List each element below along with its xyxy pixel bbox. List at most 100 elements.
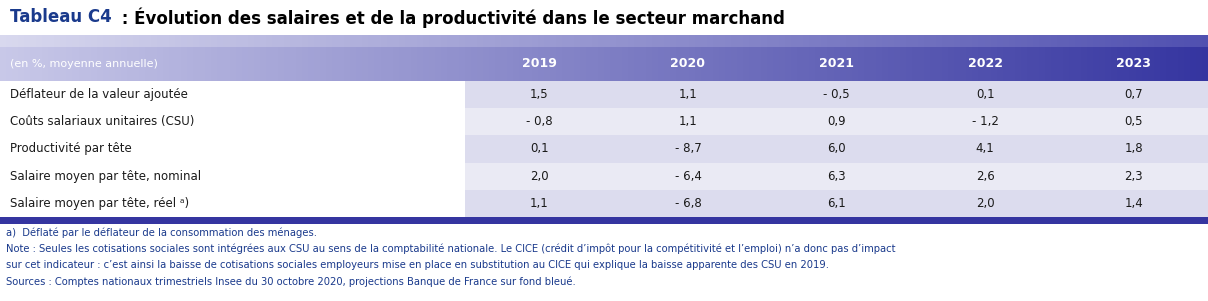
Bar: [435, 47, 442, 81]
Text: (en %, moyenne annuelle): (en %, moyenne annuelle): [10, 59, 157, 69]
Bar: [658, 47, 666, 81]
Bar: [1045, 35, 1052, 47]
Bar: [36, 35, 43, 47]
Bar: [459, 47, 466, 81]
Bar: [646, 47, 654, 81]
Bar: [6, 35, 13, 47]
Bar: [465, 81, 1208, 108]
Bar: [72, 47, 80, 81]
Bar: [978, 35, 986, 47]
Bar: [562, 35, 569, 47]
Bar: [550, 35, 557, 47]
Bar: [888, 35, 895, 47]
Bar: [834, 47, 841, 81]
Bar: [0, 47, 7, 81]
Bar: [441, 47, 448, 81]
Bar: [628, 35, 635, 47]
Bar: [133, 47, 140, 81]
Bar: [163, 35, 170, 47]
Bar: [592, 35, 599, 47]
Bar: [954, 35, 962, 47]
Text: sur cet indicateur : c’est ainsi la baisse de cotisations sociales employeurs mi: sur cet indicateur : c’est ainsi la bais…: [6, 260, 829, 270]
Bar: [308, 47, 315, 81]
Bar: [85, 35, 92, 47]
Bar: [1148, 47, 1155, 81]
Bar: [912, 35, 919, 47]
Bar: [1154, 35, 1161, 47]
Bar: [707, 35, 714, 47]
Bar: [1142, 47, 1149, 81]
Bar: [574, 35, 581, 47]
Text: 0,7: 0,7: [1125, 88, 1143, 101]
Bar: [429, 35, 436, 47]
Bar: [622, 35, 629, 47]
Bar: [103, 35, 110, 47]
Bar: [978, 47, 986, 81]
Bar: [193, 35, 201, 47]
Bar: [658, 35, 666, 47]
Bar: [670, 47, 678, 81]
Bar: [689, 47, 696, 81]
Bar: [683, 35, 690, 47]
Bar: [640, 47, 647, 81]
Bar: [1123, 35, 1131, 47]
Bar: [852, 35, 859, 47]
Bar: [296, 47, 303, 81]
Bar: [332, 47, 339, 81]
Text: 2,0: 2,0: [976, 197, 994, 210]
Bar: [465, 135, 1208, 163]
Text: 6,1: 6,1: [827, 197, 846, 210]
Bar: [1051, 47, 1058, 81]
Bar: [320, 47, 327, 81]
Bar: [676, 47, 684, 81]
Bar: [1057, 47, 1064, 81]
Bar: [236, 35, 243, 47]
Bar: [60, 35, 68, 47]
Bar: [574, 47, 581, 81]
Bar: [894, 47, 901, 81]
Bar: [719, 35, 726, 47]
Bar: [731, 47, 738, 81]
Bar: [30, 35, 37, 47]
Bar: [1190, 35, 1197, 47]
Bar: [652, 35, 660, 47]
Bar: [942, 47, 949, 81]
Bar: [139, 35, 146, 47]
Bar: [0, 135, 465, 163]
Bar: [193, 47, 201, 81]
Bar: [761, 35, 768, 47]
Bar: [538, 35, 545, 47]
Bar: [483, 35, 490, 47]
Bar: [1015, 47, 1022, 81]
Text: Salaire moyen par tête, nominal: Salaire moyen par tête, nominal: [10, 169, 201, 183]
Bar: [42, 47, 50, 81]
Bar: [791, 35, 798, 47]
Bar: [362, 35, 370, 47]
Bar: [695, 47, 702, 81]
Bar: [1021, 47, 1028, 81]
Bar: [133, 35, 140, 47]
Bar: [477, 47, 484, 81]
Bar: [471, 35, 478, 47]
Bar: [827, 35, 835, 47]
Bar: [266, 47, 273, 81]
Bar: [1123, 47, 1131, 81]
Bar: [217, 35, 225, 47]
Bar: [936, 35, 943, 47]
Bar: [785, 47, 792, 81]
Bar: [1003, 47, 1010, 81]
Bar: [942, 35, 949, 47]
Bar: [731, 35, 738, 47]
Bar: [544, 35, 551, 47]
Text: 2023: 2023: [1116, 57, 1151, 70]
Bar: [985, 35, 992, 47]
Bar: [713, 35, 720, 47]
Bar: [151, 35, 158, 47]
Bar: [145, 35, 152, 47]
Bar: [701, 35, 708, 47]
Bar: [1069, 35, 1076, 47]
Bar: [876, 35, 883, 47]
Bar: [1009, 47, 1016, 81]
Bar: [713, 47, 720, 81]
Text: 2019: 2019: [522, 57, 557, 70]
